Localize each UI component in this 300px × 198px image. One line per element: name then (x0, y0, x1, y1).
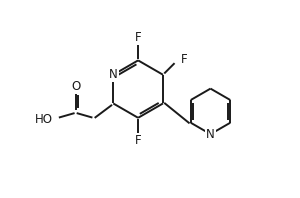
Text: F: F (181, 53, 188, 66)
Text: F: F (135, 31, 141, 44)
Text: F: F (135, 134, 141, 147)
Text: HO: HO (35, 113, 53, 126)
Text: N: N (109, 68, 118, 81)
Text: O: O (71, 80, 80, 93)
Text: N: N (206, 128, 215, 141)
